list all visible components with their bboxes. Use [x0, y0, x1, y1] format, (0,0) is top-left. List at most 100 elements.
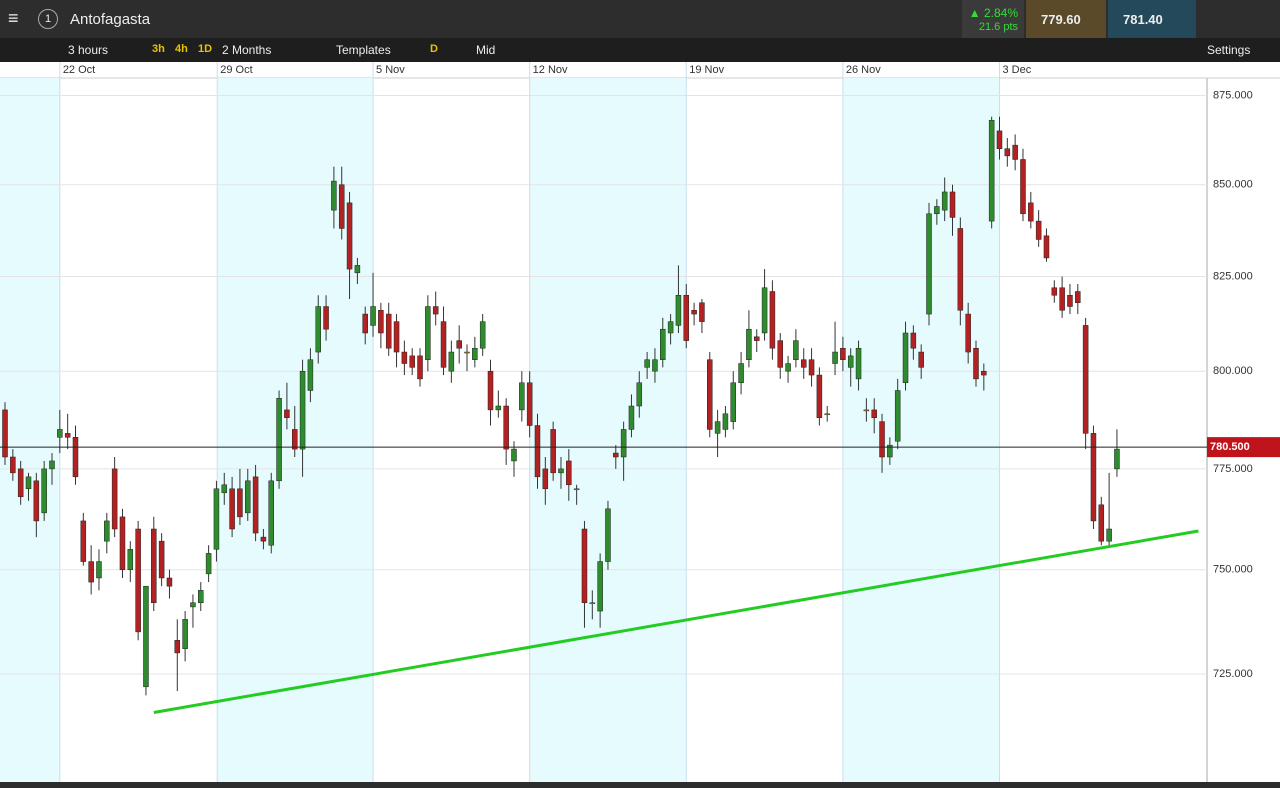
candle-body: [746, 328, 752, 360]
candle-body: [957, 228, 964, 311]
toolbar: 3 hours 3h 4h 1D 2 Months Templates D Mi…: [0, 38, 1280, 62]
quick-1d[interactable]: 1D: [198, 43, 213, 55]
y-tick-label: 750.000: [1213, 564, 1253, 576]
candle-body: [57, 429, 63, 438]
candle-body: [33, 480, 40, 522]
candle-body: [777, 340, 783, 368]
sell-button[interactable]: 779.60: [1026, 0, 1106, 38]
candle-body: [1051, 287, 1058, 296]
candle-body: [691, 310, 697, 315]
candle-body: [331, 180, 337, 211]
candle-body: [855, 347, 862, 380]
candle-body: [620, 429, 627, 458]
interval[interactable]: 3 hours: [68, 43, 109, 57]
menu-icon[interactable]: ≡: [8, 8, 19, 28]
buy-button[interactable]: 781.40: [1108, 0, 1196, 38]
candle-body: [385, 313, 392, 349]
candle-body: [495, 405, 502, 411]
candle-body: [761, 287, 768, 334]
candle-body: [934, 206, 940, 215]
candle-body: [346, 202, 353, 270]
candle-body: [722, 413, 729, 430]
candle-body: [1114, 448, 1120, 470]
quick-4h[interactable]: 4h: [175, 43, 188, 55]
candle-body: [41, 468, 47, 514]
candle-body: [479, 321, 486, 349]
x-tick-label: 19 Nov: [689, 64, 724, 76]
sell-price: 779.60: [1041, 12, 1081, 27]
candle-body: [72, 437, 79, 478]
price-tag: [1207, 437, 1280, 458]
y-tick-label: 725.000: [1213, 668, 1253, 680]
candle-body: [432, 306, 439, 315]
candle-body: [887, 444, 893, 458]
candle-body: [581, 528, 588, 603]
candle-body: [605, 508, 611, 562]
candle-body: [949, 191, 956, 218]
candle-body: [354, 265, 361, 274]
candle-body: [699, 302, 705, 322]
candle-body: [464, 351, 470, 354]
candle-body: [440, 321, 447, 368]
candle-body: [338, 184, 345, 229]
candle-body: [378, 310, 384, 334]
candle-body: [973, 347, 979, 380]
candle-body: [362, 313, 368, 334]
candle-body: [879, 421, 885, 458]
templates[interactable]: Templates: [336, 43, 391, 57]
candle-body: [863, 409, 870, 412]
candle-body: [644, 359, 650, 368]
candle-body: [660, 328, 666, 360]
candle-body: [425, 306, 431, 360]
candle-body: [613, 452, 619, 458]
top-bar: ≡ 1 Antofagasta ▲ 2.84% 21.6 pts 779.60 …: [0, 0, 1280, 38]
candle-body: [534, 425, 541, 478]
candle-body: [1082, 325, 1089, 434]
week-shade: [842, 78, 1000, 782]
candle-body: [738, 363, 744, 384]
candle-body: [205, 553, 212, 575]
candle-body: [119, 516, 126, 571]
settings[interactable]: Settings: [1207, 43, 1251, 57]
candle-body: [315, 306, 321, 353]
candle-body: [1035, 220, 1042, 240]
candle-body: [503, 405, 509, 450]
candle-body: [456, 340, 462, 349]
candle-body: [894, 390, 901, 442]
candle-body: [1075, 291, 1081, 304]
candle-body: [307, 359, 314, 391]
candle-body: [10, 456, 16, 474]
candle-body: [104, 520, 110, 542]
candle-body: [1020, 159, 1026, 215]
candle-body: [511, 448, 517, 462]
range[interactable]: 2 Months: [222, 43, 272, 57]
candle-body: [808, 359, 815, 376]
candle-body: [299, 370, 306, 450]
candle-body: [526, 382, 533, 426]
info-icon[interactable]: 1: [38, 9, 58, 29]
candle-body: [941, 191, 948, 211]
candle-body: [2, 409, 8, 458]
candle-body: [472, 347, 478, 360]
d-button[interactable]: D: [430, 43, 438, 55]
quick-3h[interactable]: 3h: [152, 43, 165, 55]
instrument[interactable]: Antofagasta: [70, 11, 151, 28]
change-pts: 21.6 pts: [978, 21, 1018, 33]
candle-body: [1043, 235, 1050, 259]
candle-body: [25, 476, 32, 490]
candle-body: [871, 409, 877, 418]
price-tag-label: 780.500: [1210, 441, 1250, 453]
candle-body: [64, 433, 71, 438]
candle-body: [1090, 433, 1097, 522]
price-type[interactable]: Mid: [476, 43, 496, 57]
candle-body: [1106, 528, 1112, 542]
candle-body: [558, 468, 564, 474]
candle-body: [80, 520, 87, 562]
candle-body: [652, 359, 658, 372]
trendline: [153, 529, 1199, 714]
candle-body: [166, 577, 173, 587]
candle-body: [550, 429, 556, 474]
candle-body: [730, 382, 737, 422]
candle-body: [174, 640, 181, 654]
